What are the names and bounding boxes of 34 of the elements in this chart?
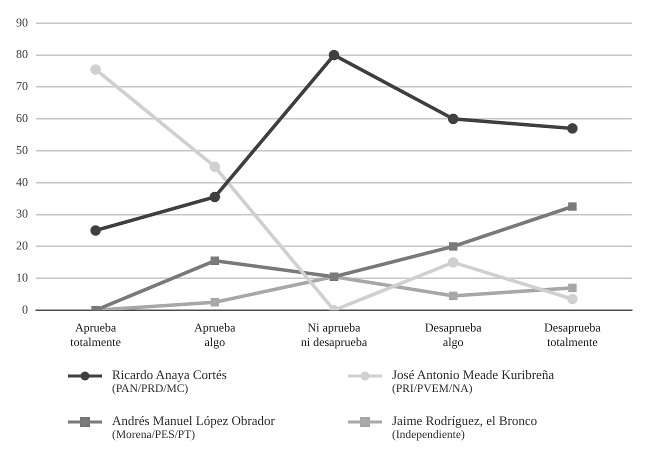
y-tick-label: 0 (22, 302, 28, 316)
legend-label: José Antonio Meade Kuribreña (PRI/PVEM/NA) (392, 367, 554, 395)
y-tick-label: 50 (16, 142, 28, 157)
point (567, 294, 578, 304)
y-tick-label: 10 (16, 270, 28, 284)
legend-label: Ricardo Anaya Cortés (PAN/PRD/MC) (112, 367, 227, 395)
point (210, 256, 220, 265)
point (210, 298, 220, 306)
point (328, 50, 340, 60)
y-tick-label: 70 (16, 79, 28, 94)
point (448, 114, 458, 124)
x-tick-label: Ni aprueba ni desaprueba (300, 320, 368, 349)
x-tick-label: Desaprueba algo (424, 320, 482, 349)
point (448, 242, 458, 251)
legend-label: Andrés Manuel López Obrador (Morena/PES/PT) (112, 413, 275, 441)
y-tick-label: 20 (16, 238, 28, 253)
legend-label: Jaime Rodríguez, el Bronco (Independiente) (392, 413, 538, 441)
point (568, 202, 577, 211)
x-tick-label: Aprueba algo (194, 320, 236, 349)
point (448, 292, 458, 300)
point (567, 123, 578, 134)
y-tick-label: 30 (16, 206, 28, 221)
x-tick-label: Desaprueba totalmente (544, 320, 602, 349)
point (210, 192, 220, 202)
point (90, 225, 101, 236)
y-tick-label: 80 (16, 47, 28, 62)
x-tick-label: Aprueba totalmente (70, 320, 121, 349)
point (210, 161, 220, 172)
y-tick-label: 60 (16, 111, 28, 126)
point (448, 257, 458, 268)
point (568, 284, 577, 292)
y-tick-label: 90 (16, 15, 28, 30)
y-tick-label: 40 (16, 174, 28, 189)
point (90, 64, 101, 75)
